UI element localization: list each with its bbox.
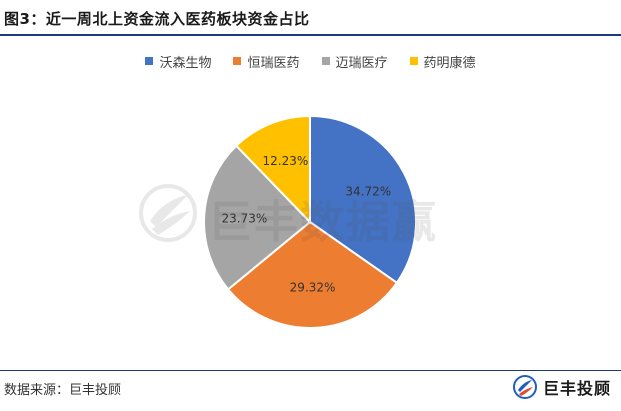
legend-item-0: 沃森生物 (145, 52, 211, 71)
legend-swatch-3 (409, 57, 418, 65)
chart-legend: 沃森生物 恒瑞医药 迈瑞医疗 药明康德 (0, 52, 621, 71)
legend-label-3: 药明康德 (423, 55, 476, 71)
watermark-logo-icon (139, 184, 197, 242)
legend-item-3: 药明康德 (409, 52, 476, 71)
legend-item-1: 恒瑞医药 (233, 52, 300, 71)
brand-logo-text: 巨丰投顾 (542, 379, 611, 398)
legend-label-1: 恒瑞医药 (247, 55, 300, 71)
slice-data-label-3: 12.23% (262, 154, 308, 168)
pie-slice-1 (226, 220, 399, 329)
slice-data-label-1: 29.32% (290, 281, 336, 295)
title-divider (0, 34, 621, 36)
legend-item-2: 迈瑞医疗 (321, 52, 388, 71)
pie-slice-3 (234, 114, 311, 225)
legend-swatch-1 (233, 57, 242, 65)
watermark-text: 巨丰数据赢 (208, 197, 438, 248)
legend-swatch-2 (321, 57, 330, 65)
data-source: 数据来源：巨丰投顾 (4, 383, 122, 398)
footer-divider (0, 370, 621, 371)
pie-slice-2 (203, 144, 312, 291)
legend-label-2: 迈瑞医疗 (335, 55, 388, 71)
brand-logo: 巨丰投顾 (512, 374, 611, 400)
legend-label-0: 沃森生物 (159, 55, 212, 71)
chart-title: 图3：近一周北上资金流入医药板块资金占比 (4, 10, 310, 28)
title-bar: 图3：近一周北上资金流入医药板块资金占比 (0, 0, 621, 34)
slice-data-label-2: 23.73% (222, 211, 268, 225)
brand-logo-icon (512, 375, 537, 399)
slice-data-label-0: 34.72% (345, 185, 391, 199)
watermark: 巨丰数据赢 (138, 178, 438, 248)
legend-swatch-0 (145, 57, 154, 65)
pie-chart: 34.72% 29.32% 23.73% 12.23% (203, 114, 417, 329)
pie-slice-0 (309, 114, 417, 285)
